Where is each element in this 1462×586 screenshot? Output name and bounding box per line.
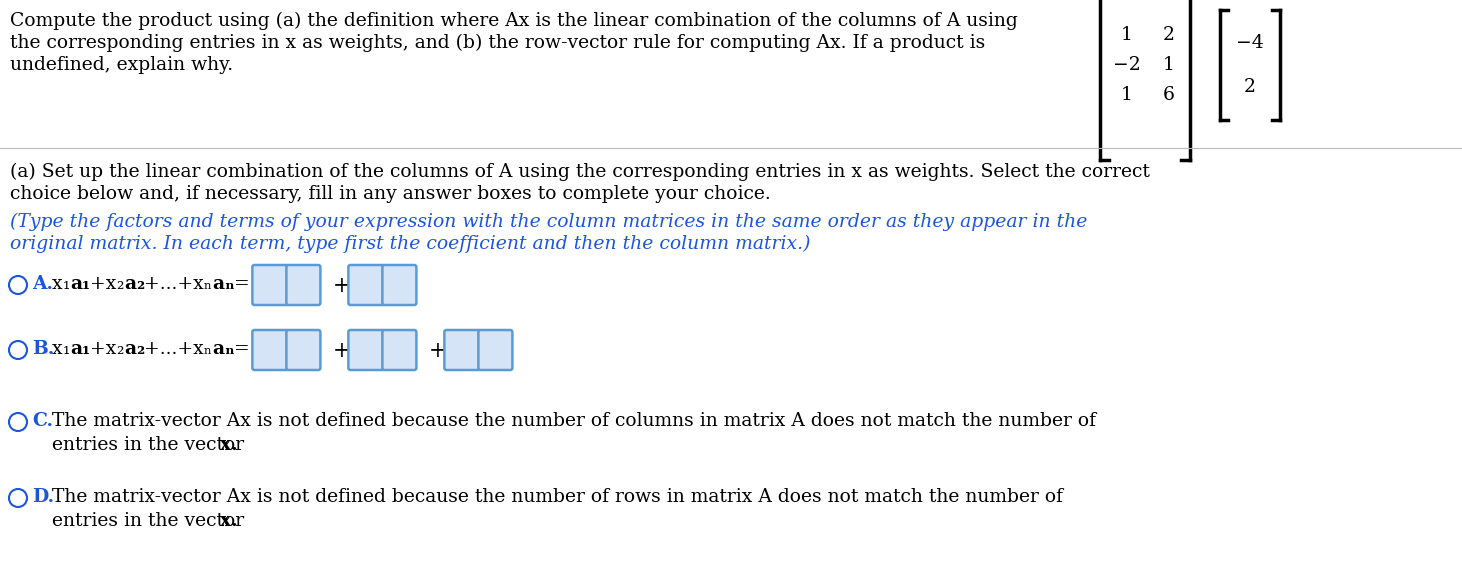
Text: a: a: [124, 275, 136, 293]
Text: Compute the product using (a) the definition where Ax is the linear combination : Compute the product using (a) the defini…: [10, 12, 1018, 30]
Text: ₁: ₁: [82, 340, 91, 358]
Text: +...+x: +...+x: [145, 340, 203, 358]
Text: ₙ: ₙ: [203, 340, 212, 358]
FancyBboxPatch shape: [478, 330, 512, 370]
Text: +...+x: +...+x: [145, 275, 203, 293]
FancyBboxPatch shape: [253, 330, 288, 370]
Text: (Type the factors and terms of your expression with the column matrices in the s: (Type the factors and terms of your expr…: [10, 213, 1088, 231]
Text: +x: +x: [91, 340, 117, 358]
Text: The matrix-vector Ax is not defined because the number of columns in matrix A do: The matrix-vector Ax is not defined beca…: [53, 412, 1096, 430]
Text: original matrix. In each term, type first the coefficient and then the column ma: original matrix. In each term, type firs…: [10, 235, 810, 253]
Text: 1: 1: [1164, 56, 1175, 74]
Text: ₙ: ₙ: [224, 340, 234, 358]
Text: =: =: [234, 340, 250, 358]
Text: (a) Set up the linear combination of the columns of A using the corresponding en: (a) Set up the linear combination of the…: [10, 163, 1151, 181]
Text: 1: 1: [1121, 86, 1133, 104]
Text: 1: 1: [1121, 26, 1133, 44]
Text: ₁: ₁: [63, 275, 70, 293]
Text: the corresponding entries in x as weights, and (b) the row-vector rule for compu: the corresponding entries in x as weight…: [10, 34, 985, 52]
Text: −4: −4: [1237, 34, 1263, 52]
Text: 2: 2: [1244, 78, 1256, 96]
Text: undefined, explain why.: undefined, explain why.: [10, 56, 232, 74]
Text: ₂: ₂: [117, 275, 124, 293]
FancyBboxPatch shape: [444, 330, 481, 370]
FancyBboxPatch shape: [287, 330, 320, 370]
Text: +: +: [332, 275, 351, 297]
Text: A.: A.: [32, 275, 53, 293]
Text: x.: x.: [219, 436, 238, 454]
FancyBboxPatch shape: [383, 265, 417, 305]
Text: The matrix-vector Ax is not defined because the number of rows in matrix A does : The matrix-vector Ax is not defined beca…: [53, 488, 1063, 506]
Text: a: a: [70, 275, 82, 293]
Text: ₂: ₂: [136, 275, 145, 293]
Text: ₂: ₂: [117, 340, 124, 358]
Text: C.: C.: [32, 412, 53, 430]
Text: entries in the vector: entries in the vector: [53, 512, 250, 530]
Text: a: a: [212, 340, 224, 358]
FancyBboxPatch shape: [253, 265, 288, 305]
Text: x: x: [53, 275, 63, 293]
Text: ₂: ₂: [136, 340, 145, 358]
Text: B.: B.: [32, 340, 54, 358]
Text: +: +: [332, 340, 351, 362]
Text: ₙ: ₙ: [224, 275, 234, 293]
Text: x: x: [53, 340, 63, 358]
FancyBboxPatch shape: [348, 265, 385, 305]
Text: ₁: ₁: [63, 340, 70, 358]
Text: a: a: [124, 340, 136, 358]
FancyBboxPatch shape: [348, 330, 385, 370]
Text: choice below and, if necessary, fill in any answer boxes to complete your choice: choice below and, if necessary, fill in …: [10, 185, 770, 203]
Text: D.: D.: [32, 488, 54, 506]
Text: 6: 6: [1164, 86, 1175, 104]
Text: entries in the vector: entries in the vector: [53, 436, 250, 454]
FancyBboxPatch shape: [287, 265, 320, 305]
Text: +: +: [428, 340, 446, 362]
Text: x.: x.: [219, 512, 238, 530]
Text: +x: +x: [91, 275, 117, 293]
Text: 2: 2: [1162, 26, 1175, 44]
Text: ₙ: ₙ: [203, 275, 212, 293]
Text: a: a: [70, 340, 82, 358]
Text: ₁: ₁: [82, 275, 91, 293]
Text: =: =: [234, 275, 250, 293]
Text: −2: −2: [1113, 56, 1140, 74]
Text: a: a: [212, 275, 224, 293]
FancyBboxPatch shape: [383, 330, 417, 370]
